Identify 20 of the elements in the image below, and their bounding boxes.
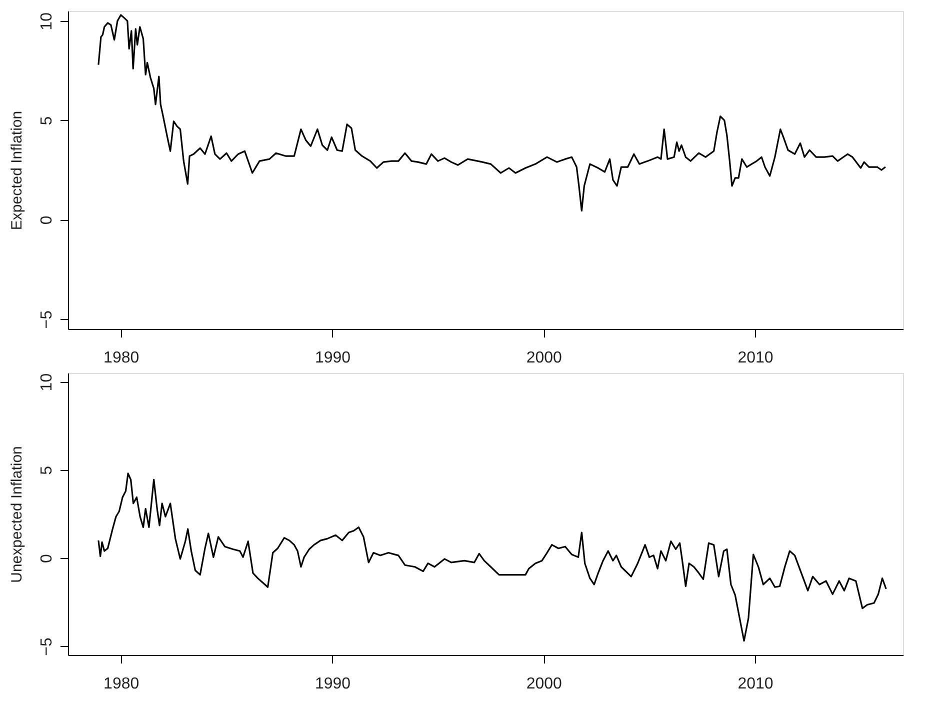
y-tick-label: 0 [38, 554, 56, 564]
y-tick-label: −5 [38, 637, 56, 656]
x-tick-label: 2000 [526, 676, 562, 692]
y-tick-label: 0 [38, 216, 56, 225]
y-tick-label: −5 [38, 310, 56, 329]
x-tick-label: 2010 [738, 350, 774, 366]
y-tick-label: 10 [38, 12, 56, 30]
x-tick-label: 1980 [104, 350, 140, 366]
y-axis-title: Expected Inflation [8, 110, 26, 230]
line-series [98, 472, 887, 642]
line-series [98, 14, 886, 212]
y-axis-title: Unexpected Inflation [8, 446, 26, 583]
y-tick-label: 5 [38, 116, 56, 126]
y-tick-label: 5 [38, 466, 56, 475]
x-tick-label: 1990 [314, 350, 351, 366]
x-tick-label: 1990 [314, 676, 351, 692]
x-tick-label: 1980 [104, 676, 140, 692]
x-tick-label: 2010 [738, 676, 774, 692]
y-tick-label: 10 [38, 373, 56, 392]
x-tick-label: 2000 [526, 350, 562, 366]
